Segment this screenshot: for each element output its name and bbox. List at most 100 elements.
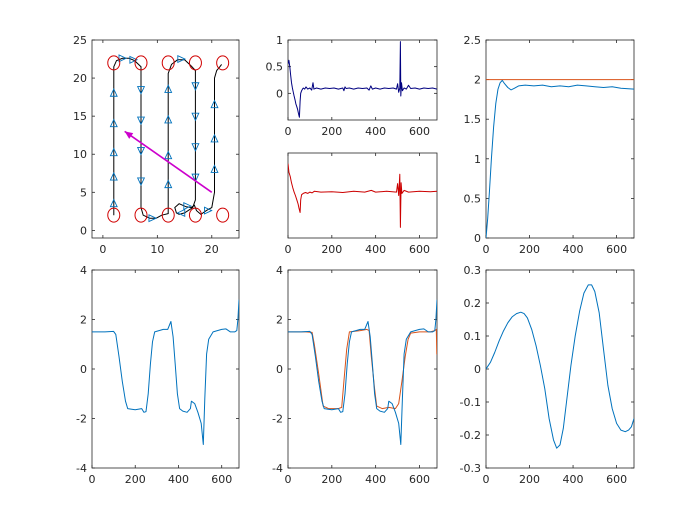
top-middle-lower-xtick-label: 200 — [321, 243, 342, 256]
trajectory-xtick-label: 0 — [99, 243, 106, 256]
trajectory-heading-arrowhead — [124, 131, 134, 139]
trajectory-xtick-label: 10 — [150, 243, 164, 256]
top-middle-upper-xtick-label: 200 — [321, 125, 342, 138]
bottom-left-xtick-label: 200 — [125, 473, 146, 486]
trajectory-ytick-label: 25 — [73, 34, 87, 47]
bottom-middle-xtick-label: 0 — [285, 473, 292, 486]
trajectory-direction-marker — [210, 164, 219, 173]
trajectory-waypoint — [188, 55, 202, 71]
top-middle-lower-xtick-label: 600 — [409, 243, 430, 256]
trajectory-direction-marker — [210, 133, 219, 143]
top-right-plot-area — [486, 79, 634, 238]
trajectory-direction-marker — [109, 147, 118, 157]
top-middle-upper-xtick-label: 400 — [365, 125, 386, 138]
top-middle-lower-axes-frame — [287, 152, 438, 239]
trajectory-direction-marker — [148, 214, 158, 223]
trajectory-direction-marker — [177, 54, 187, 64]
trajectory-waypoint — [216, 55, 230, 71]
bottom-left-xtick-label: 0 — [89, 473, 96, 486]
trajectory-waypoint — [107, 55, 121, 71]
top-right-axes: 0 200 400 600 0 0.5 1 1.5 2 2.5 — [464, 34, 635, 256]
top-middle-upper-plot-area — [288, 41, 437, 118]
bottom-right-ytick-label: 0.1 — [464, 330, 482, 343]
trajectory-direction-marker — [136, 177, 146, 187]
top-right-xtick-label: 0 — [483, 243, 490, 256]
trajectory-ytick-label: 5 — [80, 186, 87, 199]
trajectory-axes: 0 10 20 0 5 10 15 20 25 — [73, 34, 240, 256]
trajectory-ytick-label: 20 — [73, 72, 87, 85]
top-right-series-line-1 — [486, 79, 634, 238]
trajectory-direction-marker — [191, 82, 200, 91]
top-middle-upper-ytick-label: 0.5 — [266, 61, 284, 74]
trajectory-ytick-label: 15 — [73, 110, 87, 123]
trajectory-axes-frame — [91, 39, 240, 239]
top-right-xtick-label: 600 — [606, 243, 627, 256]
bottom-middle-ytick-label: -2 — [272, 413, 283, 426]
top-right-ytick-label: 1.5 — [464, 113, 482, 126]
trajectory-direction-marker — [164, 179, 173, 189]
trajectory-direction-marker — [176, 208, 186, 217]
trajectory-heading-arrow — [124, 130, 213, 193]
bottom-right-ytick-label: 0.3 — [464, 264, 482, 277]
trajectory-direction-marker — [191, 173, 200, 183]
trajectory-direction-marker — [109, 88, 118, 97]
bottom-left-ytick-label: -2 — [76, 413, 87, 426]
bottom-middle-xtick-label: 600 — [409, 473, 430, 486]
bottom-left-ytick-label: 0 — [80, 363, 87, 376]
bottom-right-ytick-label: -0.3 — [460, 462, 481, 475]
bottom-middle-ytick-label: 2 — [276, 314, 283, 327]
trajectory-direction-marker — [136, 86, 146, 95]
bottom-left-axes: 0 200 400 600 -4 -2 0 2 4 — [76, 264, 240, 486]
trajectory-waypoint — [107, 207, 121, 223]
bottom-left-ytick-label: -4 — [76, 462, 87, 475]
bottom-right-xtick-label: 600 — [606, 473, 627, 486]
trajectory-direction-marker — [191, 143, 200, 152]
top-middle-lower-axes: 0 200 400 600 — [285, 152, 438, 256]
top-right-axes-frame — [485, 39, 635, 239]
trajectory-direction-marker — [129, 55, 139, 64]
trajectory-direction-marker — [164, 114, 173, 124]
trajectory-xtick-label: 20 — [205, 243, 219, 256]
trajectory-waypoint — [161, 207, 175, 223]
bottom-right-ytick-label: -0.1 — [460, 396, 481, 409]
top-middle-upper-ytick-label: 1 — [276, 34, 283, 47]
top-middle-upper-axes: 0 200 400 600 0 0.5 1 — [266, 34, 438, 138]
top-middle-upper-ytick-label: 0 — [276, 87, 283, 100]
bottom-right-xtick-label: 400 — [563, 473, 584, 486]
top-middle-upper-series-line-0 — [288, 41, 437, 118]
bottom-right-ytick-label: 0.2 — [464, 297, 482, 310]
trajectory-waypoint — [134, 55, 148, 71]
top-right-ytick-label: 2.5 — [464, 34, 482, 47]
top-middle-upper-xtick-label: 600 — [409, 125, 430, 138]
trajectory-direction-marker — [183, 201, 192, 211]
trajectory-ytick-label: 0 — [80, 224, 87, 237]
trajectory-direction-marker — [191, 112, 200, 122]
bottom-left-ytick-label: 2 — [80, 314, 87, 327]
bottom-middle-xtick-label: 400 — [365, 473, 386, 486]
bottom-middle-series-line-1 — [288, 299, 437, 445]
bottom-middle-ytick-label: 0 — [276, 363, 283, 376]
trajectory-direction-marker — [109, 198, 118, 208]
trajectory-direction-marker — [164, 84, 173, 93]
top-middle-upper-xtick-label: 0 — [285, 125, 292, 138]
trajectory-ytick-label: 10 — [73, 148, 87, 161]
top-middle-lower-xtick-label: 400 — [365, 243, 386, 256]
trajectory-path-line — [113, 57, 223, 219]
bottom-middle-axes: 0 200 400 600 -4 -2 0 2 4 — [272, 264, 438, 486]
bottom-right-plot-area — [486, 284, 634, 449]
top-middle-lower-series-line-0 — [288, 163, 437, 228]
trajectory-direction-marker — [136, 116, 146, 126]
trajectory-direction-marker — [109, 171, 118, 181]
trajectory-direction-marker — [136, 147, 146, 156]
bottom-right-series-line-0 — [486, 284, 634, 449]
trajectory-waypoint — [216, 207, 230, 223]
trajectory-waypoint — [161, 55, 175, 71]
bottom-middle-plot-area — [288, 299, 437, 445]
bottom-right-ytick-label: -0.2 — [460, 429, 481, 442]
top-right-xtick-label: 400 — [563, 243, 584, 256]
top-right-ytick-label: 1 — [474, 153, 481, 166]
trajectory-direction-marker — [204, 206, 213, 215]
bottom-left-plot-area — [92, 299, 239, 445]
